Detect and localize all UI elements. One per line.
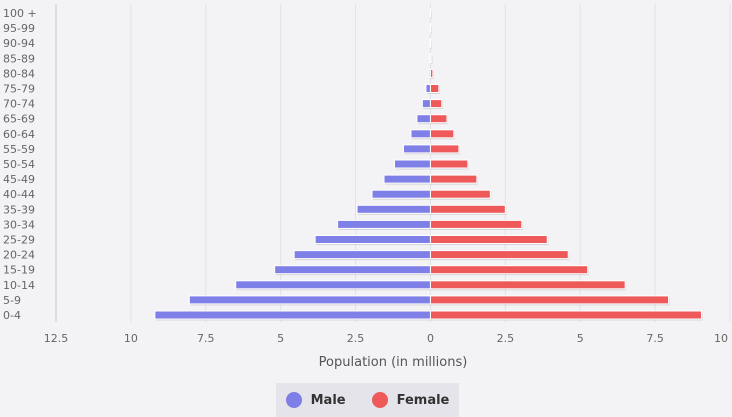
bar-female [429, 235, 548, 244]
y-axis-label: 55-59 [3, 143, 35, 156]
bar-female [429, 53, 433, 63]
bar-male [421, 99, 431, 109]
bar-female [429, 99, 443, 109]
y-axis-label: 20-24 [3, 249, 35, 262]
bar-male [274, 265, 431, 275]
bar-male [416, 114, 431, 124]
bar-female [429, 84, 440, 93]
y-axis-label: 5-9 [3, 294, 21, 307]
legend: Male Female [276, 383, 459, 417]
bar-male [410, 129, 431, 139]
bar-male [425, 84, 431, 93]
bar-shadow [431, 40, 432, 49]
bar-shadow [431, 10, 432, 19]
bar-male [383, 174, 431, 184]
bar-male [393, 159, 431, 169]
x-axis-label: 10 [714, 332, 728, 345]
x-axis-label: 5 [577, 332, 584, 345]
legend-item-female[interactable]: Female [371, 392, 450, 408]
y-axis-label: 45-49 [3, 173, 35, 186]
bar-female [429, 219, 523, 229]
x-axis-label: 7.5 [646, 332, 664, 345]
bar-female [429, 265, 589, 275]
x-axis-label: 5 [277, 332, 284, 345]
x-axis-label: 7.5 [197, 332, 215, 345]
x-axis-label: 12.5 [44, 332, 69, 345]
y-axis-label: 50-54 [3, 158, 35, 171]
y-axis-label: 90-94 [3, 37, 35, 50]
y-axis-label: 85-89 [3, 52, 35, 65]
bar-female [429, 250, 569, 260]
bar-female [429, 68, 434, 78]
bar-female [429, 310, 703, 320]
bars [154, 8, 703, 321]
bar-female [429, 114, 448, 124]
y-axis-label: 10-14 [3, 279, 35, 292]
x-axis-label: 2.5 [497, 332, 515, 345]
y-axis-label: 35-39 [3, 203, 35, 216]
bar-shadow [431, 25, 432, 34]
x-axis-label: 10 [124, 332, 138, 345]
bar-male [371, 189, 431, 199]
y-axis-label: 65-69 [3, 113, 35, 126]
bar-female [429, 38, 432, 48]
y-axis-label: 0-4 [3, 309, 21, 322]
y-axis-label: 60-64 [3, 128, 35, 141]
y-axis-label: 40-44 [3, 188, 35, 201]
bar-female [429, 189, 491, 199]
male-swatch-icon [285, 392, 302, 408]
bar-shadow [431, 10, 432, 19]
bar-male [188, 295, 431, 305]
x-axis-title: Population (in millions) [319, 355, 468, 370]
bar-female [429, 23, 432, 33]
bar-female [429, 280, 626, 290]
legend-label-female: Female [396, 392, 450, 408]
x-axis-label: 0 [427, 332, 434, 345]
y-axis-label: 95-99 [3, 22, 35, 35]
bar-male [356, 204, 431, 214]
y-axis-label: 30-34 [3, 218, 35, 231]
x-axis-label: 2.5 [347, 332, 365, 345]
legend-label-male: Male [310, 392, 346, 408]
bar-female [429, 129, 455, 139]
y-axis-label: 75-79 [3, 83, 35, 96]
bar-female [429, 174, 478, 184]
y-axis-labels: 0-4 5-9 10-14 15-19 20-24 25-29 30-34 35-39 40-4… [3, 7, 37, 322]
bar-female [429, 144, 460, 154]
legend-item-male[interactable]: Male [285, 392, 346, 408]
bar-female [429, 159, 469, 169]
bar-male [337, 219, 431, 229]
bar-shadow [431, 25, 432, 34]
x-axis-labels: 12.5 10 7.5 5 2.5 0 2.5 5 7.5 10 [44, 332, 728, 345]
bar-female [429, 204, 506, 214]
chart-svg: 0-4 5-9 10-14 15-19 20-24 25-29 30-34 35-39 40-4… [3, 4, 731, 370]
bar-male [402, 144, 431, 154]
y-axis-label: 80-84 [3, 67, 35, 80]
y-axis-label: 70-74 [3, 98, 35, 111]
bar-female [429, 295, 670, 305]
bar-male [314, 235, 431, 244]
bar-male [235, 280, 431, 290]
female-swatch-icon [371, 392, 388, 408]
bar-male [293, 250, 431, 260]
bar-male [154, 310, 431, 320]
bar-female [429, 8, 432, 18]
y-axis-label: 15-19 [3, 264, 35, 277]
y-axis-label: 25-29 [3, 234, 35, 247]
y-axis-label: 100 + [3, 7, 37, 20]
